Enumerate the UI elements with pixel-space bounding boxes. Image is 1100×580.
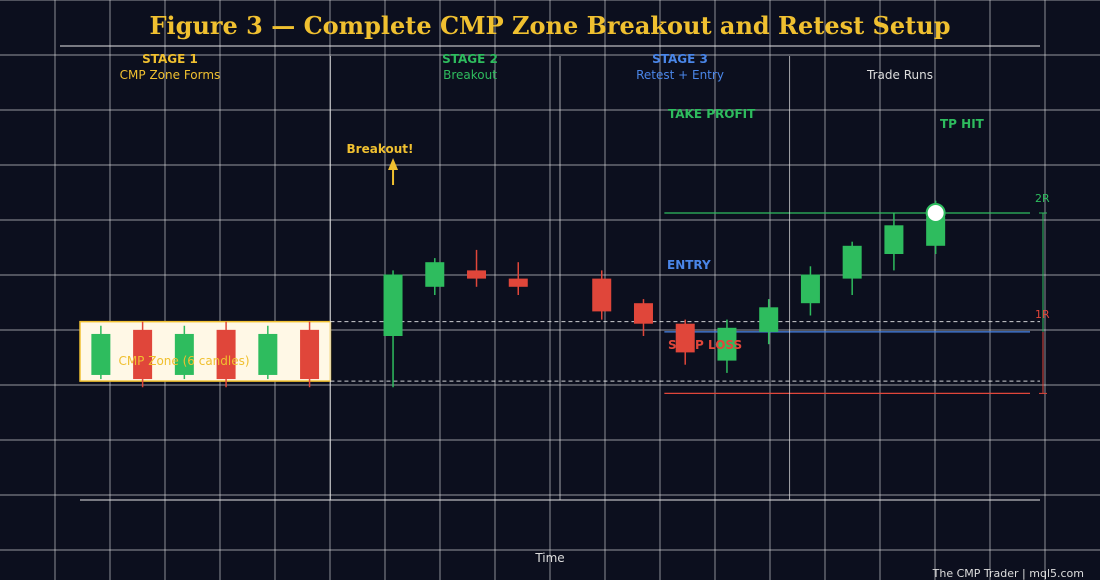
breakout-arrow-icon: [388, 158, 399, 170]
stage-dividers: [329, 56, 791, 500]
entry-label: ENTRY: [667, 258, 711, 272]
bullish-candle: [926, 217, 946, 246]
stage-3-heading: STAGE 3: [652, 52, 708, 66]
tp-hit-label: TP HIT: [940, 117, 985, 131]
bullish-candle: [91, 333, 111, 375]
bearish-candle: [467, 270, 487, 279]
bullish-candle: [800, 274, 820, 304]
markers: [388, 158, 946, 223]
tp-hit-marker-icon: [925, 203, 946, 223]
stage-1-subtitle: CMP Zone Forms: [120, 68, 221, 82]
bullish-candle: [174, 333, 194, 375]
bullish-candle: [425, 262, 445, 287]
chart-title: Figure 3 — Complete CMP Zone Breakout an…: [150, 11, 951, 40]
stage-2-subtitle: Breakout: [443, 68, 497, 82]
bearish-candle: [300, 329, 320, 380]
risk-reward-bracket: [1039, 212, 1047, 394]
risk-1r-label: 1R: [1035, 308, 1050, 321]
bearish-candle: [133, 329, 153, 380]
candles: [91, 200, 946, 388]
bearish-candle: [633, 303, 653, 324]
reward-2r-label: 2R: [1035, 192, 1050, 205]
bearish-candle: [216, 329, 236, 380]
footer-credit: The CMP Trader | mql5.com: [932, 567, 1084, 580]
bullish-candle: [258, 333, 278, 375]
stage-2-heading: STAGE 2: [442, 52, 498, 66]
bullish-candle: [383, 274, 403, 336]
stage-3-subtitle: Retest + Entry: [636, 68, 724, 82]
bearish-candle: [675, 323, 695, 353]
stage-1-heading: STAGE 1: [142, 52, 198, 66]
bullish-candle: [717, 327, 737, 361]
bearish-candle: [508, 278, 528, 287]
bullish-candle: [842, 245, 862, 279]
stage-4-subtitle: Trade Runs: [866, 68, 933, 82]
cmp-zone: [79, 320, 332, 382]
x-axis-label: Time: [534, 551, 564, 565]
take-profit-label: TAKE PROFIT: [668, 107, 756, 121]
zone-box: [79, 320, 332, 382]
bullish-candle: [884, 225, 904, 254]
breakout-label: Breakout!: [347, 142, 414, 156]
zone-label: CMP Zone (6 candles): [118, 354, 249, 368]
bullish-candle: [759, 307, 779, 332]
stop-loss-label: STOP LOSS: [668, 338, 742, 352]
bearish-candle: [592, 278, 612, 312]
